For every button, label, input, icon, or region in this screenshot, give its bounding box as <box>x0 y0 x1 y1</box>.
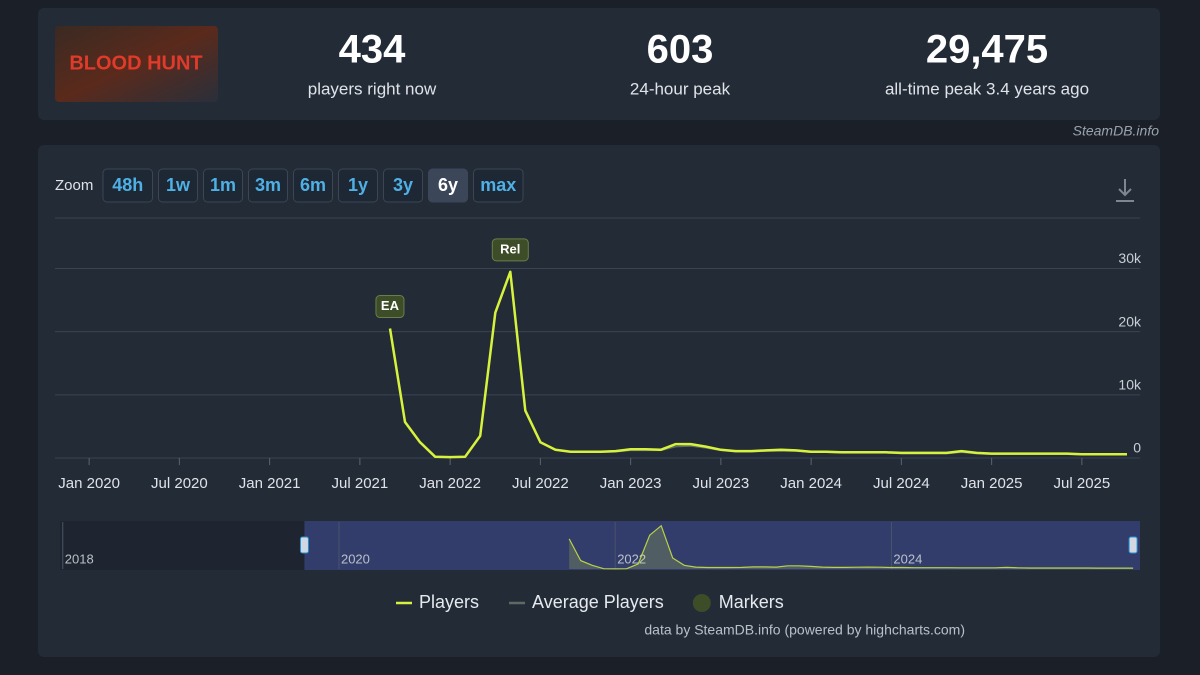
stat-value: 434 <box>339 28 406 72</box>
zoom-button-label[interactable]: 6m <box>300 175 326 195</box>
y-tick-label: 30k <box>1118 250 1142 266</box>
x-tick-label: Jan 2020 <box>58 475 120 492</box>
x-tick-label: Jul 2021 <box>332 475 389 492</box>
x-tick-label: Jan 2022 <box>419 475 481 492</box>
x-tick-label: Jul 2023 <box>693 475 750 492</box>
marker[interactable] <box>491 238 529 262</box>
zoom-button-label[interactable]: 1w <box>166 175 191 195</box>
y-tick-label: 10k <box>1118 377 1142 393</box>
zoom-button[interactable] <box>473 168 524 203</box>
y-tick-label: 0 <box>1133 440 1141 456</box>
y-tick-label: 20k <box>1118 313 1142 329</box>
navigator-handle[interactable] <box>1128 536 1138 554</box>
x-tick-label: Jul 2022 <box>512 475 569 492</box>
legend-label[interactable]: Markers <box>719 592 784 612</box>
zoom-button[interactable] <box>248 168 288 203</box>
zoom-button[interactable] <box>428 168 468 203</box>
game-logo <box>55 26 218 102</box>
zoom-button-label[interactable]: 6y <box>438 175 458 195</box>
navigator-line <box>568 524 1134 570</box>
zoom-button[interactable] <box>293 168 333 203</box>
navigator-tick-label: 2024 <box>893 551 922 566</box>
zoom-button[interactable] <box>203 168 243 203</box>
x-tick-label: Jan 2025 <box>961 475 1023 492</box>
navigator-handle[interactable] <box>299 536 309 554</box>
navigator-tick-label: 2020 <box>341 551 370 566</box>
zoom-button[interactable] <box>102 168 153 203</box>
source-label[interactable]: SteamDB.info <box>1073 123 1160 139</box>
stat-value: 603 <box>647 28 714 72</box>
zoom-button[interactable] <box>158 168 198 203</box>
navigator-selection[interactable] <box>304 521 1140 570</box>
series-line <box>388 270 1127 459</box>
stat-label: all-time peak 3.4 years ago <box>885 79 1089 98</box>
x-tick-label: Jul 2020 <box>151 475 208 492</box>
zoom-button-label[interactable]: 1m <box>210 175 236 195</box>
stat-value: 29,475 <box>926 28 1048 72</box>
x-tick-label: Jul 2024 <box>873 475 930 492</box>
x-tick-label: Jul 2025 <box>1054 475 1111 492</box>
credits[interactable]: data by SteamDB.info (powered by highcha… <box>644 622 965 638</box>
x-tick-label: Jan 2023 <box>600 475 662 492</box>
chart-panel <box>38 145 1160 657</box>
zoom-button-label[interactable]: max <box>480 175 516 195</box>
navigator-tick-label: 2018 <box>65 551 94 566</box>
stat-label: players right now <box>308 79 437 98</box>
zoom-button-label[interactable]: 3y <box>393 175 413 195</box>
logo-text: BLOOD HUNT <box>69 52 202 74</box>
zoom-button[interactable] <box>383 168 423 203</box>
legend-label[interactable]: Average Players <box>532 592 664 612</box>
x-tick-label: Jan 2021 <box>239 475 301 492</box>
x-tick-label: Jan 2024 <box>780 475 842 492</box>
download-icon[interactable] <box>1116 179 1134 202</box>
marker-label[interactable]: Rel <box>500 241 520 256</box>
marker-label[interactable]: EA <box>381 298 400 313</box>
marker[interactable] <box>375 295 405 319</box>
stat-label: 24-hour peak <box>630 79 731 98</box>
legend-swatch[interactable] <box>692 594 711 612</box>
zoom-button-label[interactable]: 1y <box>348 175 368 195</box>
zoom-button-label[interactable]: 48h <box>112 175 143 195</box>
zoom-button[interactable] <box>338 168 378 203</box>
zoom-label: Zoom <box>55 177 93 194</box>
stats-panel <box>38 8 1160 120</box>
zoom-button-label[interactable]: 3m <box>255 175 281 195</box>
legend-label[interactable]: Players <box>419 592 479 612</box>
